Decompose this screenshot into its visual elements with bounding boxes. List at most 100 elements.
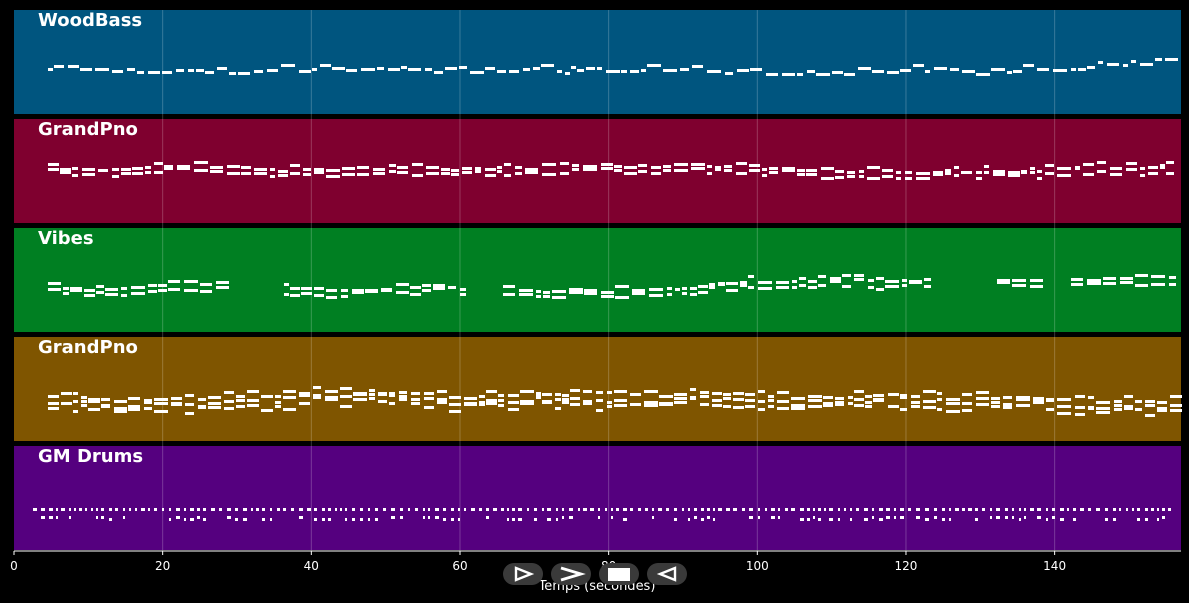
note — [570, 403, 580, 406]
note — [777, 400, 789, 403]
note — [872, 508, 874, 511]
note — [782, 169, 795, 172]
note — [81, 404, 87, 407]
note — [858, 67, 871, 70]
note — [707, 516, 710, 519]
note — [674, 397, 687, 400]
note — [737, 69, 749, 72]
rewind-button[interactable] — [647, 563, 687, 585]
note — [422, 284, 431, 287]
note — [353, 393, 367, 396]
note — [1075, 395, 1085, 398]
note — [314, 171, 324, 174]
note — [976, 177, 982, 180]
note — [923, 390, 936, 393]
note — [82, 168, 95, 171]
note — [823, 396, 833, 399]
note — [682, 508, 684, 511]
note — [112, 175, 119, 178]
note — [758, 516, 760, 519]
note — [451, 508, 454, 511]
note — [378, 400, 387, 403]
note — [507, 508, 509, 511]
note — [806, 169, 817, 172]
note — [79, 508, 82, 511]
track-label-2: GrandPno — [38, 119, 138, 140]
note — [570, 389, 580, 392]
note — [1003, 396, 1012, 399]
note — [552, 290, 566, 293]
track-lane-5 — [14, 446, 1181, 550]
note — [154, 508, 157, 511]
note — [607, 401, 612, 404]
note — [762, 174, 767, 177]
note — [715, 168, 721, 171]
note — [968, 508, 972, 511]
note — [542, 508, 544, 511]
note — [886, 508, 890, 511]
stop-button[interactable] — [599, 563, 639, 585]
note — [542, 393, 552, 396]
note — [341, 295, 348, 298]
note — [1057, 405, 1071, 408]
note — [638, 508, 641, 511]
note — [984, 165, 989, 168]
note — [299, 402, 310, 405]
note — [718, 508, 722, 511]
track-notes-3 — [48, 274, 1176, 299]
note — [63, 287, 69, 290]
note — [701, 508, 704, 511]
note — [365, 290, 378, 293]
note — [885, 285, 899, 288]
note — [659, 395, 673, 398]
note — [694, 516, 697, 519]
note — [864, 508, 868, 511]
note — [236, 399, 245, 402]
note — [1037, 68, 1049, 71]
note — [479, 403, 485, 406]
note — [700, 395, 709, 398]
note — [241, 166, 251, 169]
note — [313, 396, 321, 399]
note — [515, 166, 522, 169]
note — [797, 73, 803, 76]
note — [70, 289, 82, 292]
note — [475, 170, 481, 173]
note — [740, 281, 747, 284]
note — [1140, 167, 1145, 170]
note — [261, 395, 273, 398]
note — [396, 291, 409, 294]
note — [925, 70, 930, 73]
note — [60, 168, 71, 171]
note — [475, 167, 481, 170]
note — [1157, 508, 1159, 511]
note — [459, 66, 467, 69]
note — [216, 281, 229, 284]
note — [962, 402, 972, 405]
note — [1145, 508, 1148, 511]
note — [824, 508, 826, 511]
note — [888, 393, 899, 396]
note — [1155, 58, 1162, 61]
note — [1170, 395, 1182, 398]
note — [479, 395, 485, 398]
note — [651, 172, 661, 175]
note — [485, 168, 496, 171]
note — [270, 508, 272, 511]
note — [1016, 396, 1030, 399]
note — [663, 165, 671, 168]
note — [808, 286, 817, 289]
note — [154, 171, 163, 174]
note — [203, 518, 206, 521]
note — [1037, 177, 1042, 180]
forward-button[interactable] — [551, 563, 591, 585]
play-button[interactable] — [503, 563, 543, 585]
note — [428, 516, 430, 519]
note — [682, 292, 687, 295]
note — [313, 386, 321, 389]
note — [498, 394, 504, 397]
note — [353, 398, 367, 401]
note — [261, 409, 273, 412]
note — [1071, 278, 1083, 281]
note — [114, 400, 127, 403]
